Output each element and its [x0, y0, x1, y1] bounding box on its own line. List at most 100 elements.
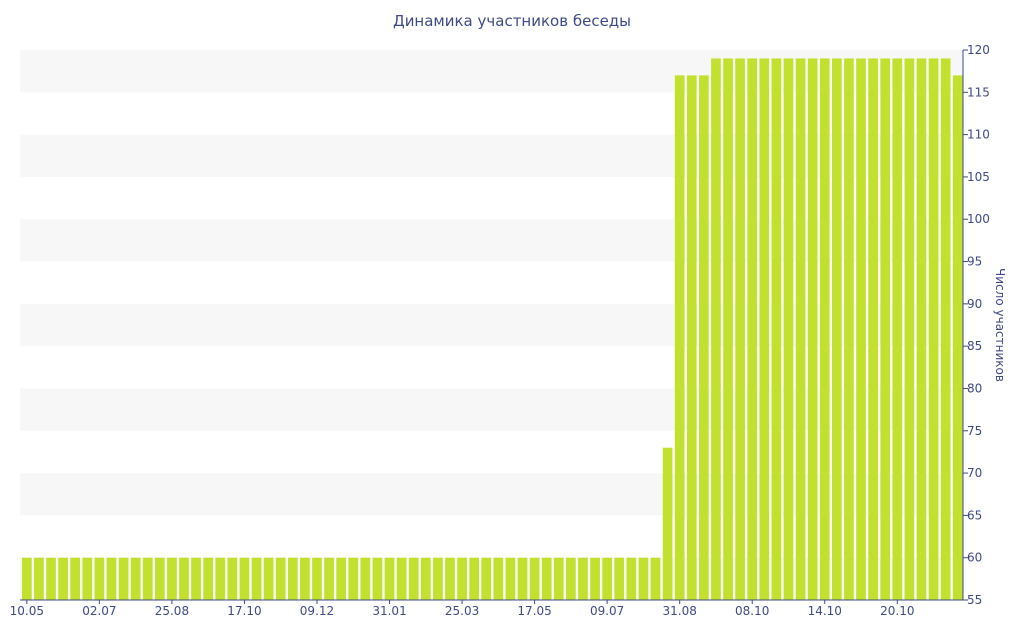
bar: [227, 557, 238, 600]
bar: [263, 557, 274, 600]
bar: [795, 58, 806, 600]
bar: [70, 557, 81, 600]
bar: [396, 557, 407, 600]
y-tick-label: 100: [967, 212, 990, 226]
bar: [674, 75, 685, 600]
bar: [844, 58, 854, 600]
x-tick-label: 02.07: [82, 604, 116, 618]
bar: [191, 557, 201, 600]
bar: [832, 58, 842, 600]
bar: [420, 557, 431, 600]
bar: [384, 557, 395, 600]
x-tick-label: 09.12: [300, 604, 334, 618]
bar: [783, 58, 794, 600]
bar: [529, 557, 540, 600]
bar: [82, 557, 93, 600]
bar: [735, 58, 745, 600]
bar: [602, 557, 612, 600]
grid-band: [20, 303, 963, 347]
bar: [312, 557, 322, 600]
bar: [408, 557, 419, 600]
bar: [928, 58, 939, 600]
bar: [167, 557, 177, 600]
bar: [892, 58, 903, 600]
bar: [771, 58, 782, 600]
grid-band: [20, 219, 963, 262]
y-tick-label: 85: [967, 339, 982, 353]
bar: [723, 58, 733, 600]
x-tick-label: 17.05: [517, 604, 551, 618]
bar: [106, 557, 117, 600]
y-tick-label: 90: [967, 297, 982, 311]
x-tick-label: 25.08: [155, 604, 189, 618]
grid-band: [20, 557, 963, 600]
bar: [868, 58, 878, 600]
bar: [807, 58, 818, 600]
bar: [94, 557, 105, 600]
x-tick-label: 20.10: [880, 604, 914, 618]
bar: [481, 557, 492, 600]
x-tick-label: 31.01: [372, 604, 406, 618]
bar: [142, 557, 153, 600]
bar: [275, 557, 286, 600]
bar: [348, 557, 359, 600]
bar: [880, 58, 891, 600]
bar: [759, 58, 770, 600]
bar: [179, 557, 189, 600]
bar: [324, 557, 334, 600]
y-tick-label: 75: [967, 424, 982, 438]
x-tick-label: 10.05: [10, 604, 44, 618]
bar: [590, 557, 600, 600]
grid-band: [20, 134, 963, 177]
bar: [445, 557, 455, 600]
bar: [553, 557, 564, 600]
bar: [578, 557, 588, 600]
bar: [154, 557, 165, 600]
bar: [215, 557, 226, 600]
bar: [638, 557, 649, 600]
bar: [916, 58, 927, 600]
bar: [747, 58, 758, 600]
x-tick-label: 08.10: [735, 604, 769, 618]
bar: [239, 557, 250, 600]
bar: [336, 557, 346, 600]
bar: [856, 58, 866, 600]
bar: [626, 557, 637, 600]
y-tick-label: 105: [967, 170, 990, 184]
bar: [360, 557, 371, 600]
bar: [433, 557, 443, 600]
y-tick-label: 55: [967, 593, 982, 607]
y-tick-label: 60: [967, 551, 982, 565]
bar: [469, 557, 479, 600]
x-tick-label: 31.08: [663, 604, 697, 618]
x-tick-label: 09.07: [590, 604, 624, 618]
bar: [457, 557, 467, 600]
y-axis-label: Число участников: [993, 268, 1007, 382]
grid-band: [20, 473, 963, 516]
y-tick-label: 95: [967, 255, 982, 269]
x-tick-label: 25.03: [445, 604, 479, 618]
bar: [662, 447, 673, 600]
y-tick-label: 110: [967, 128, 990, 142]
bar: [940, 58, 951, 600]
bar: [566, 557, 576, 600]
bar: [699, 75, 709, 600]
bar: [819, 58, 830, 600]
bar: [58, 557, 68, 600]
bar: [22, 557, 32, 600]
bar: [34, 557, 44, 600]
bar: [372, 557, 383, 600]
bar: [300, 557, 310, 600]
bar: [203, 557, 214, 600]
y-tick-label: 115: [967, 85, 990, 99]
y-tick-label: 120: [967, 43, 990, 57]
grid-band: [20, 388, 963, 431]
bar: [46, 557, 56, 600]
bar: [952, 75, 963, 600]
bar: [287, 557, 298, 600]
y-tick-label: 65: [967, 508, 982, 522]
bar: [711, 58, 721, 600]
y-tick-label: 80: [967, 381, 982, 395]
